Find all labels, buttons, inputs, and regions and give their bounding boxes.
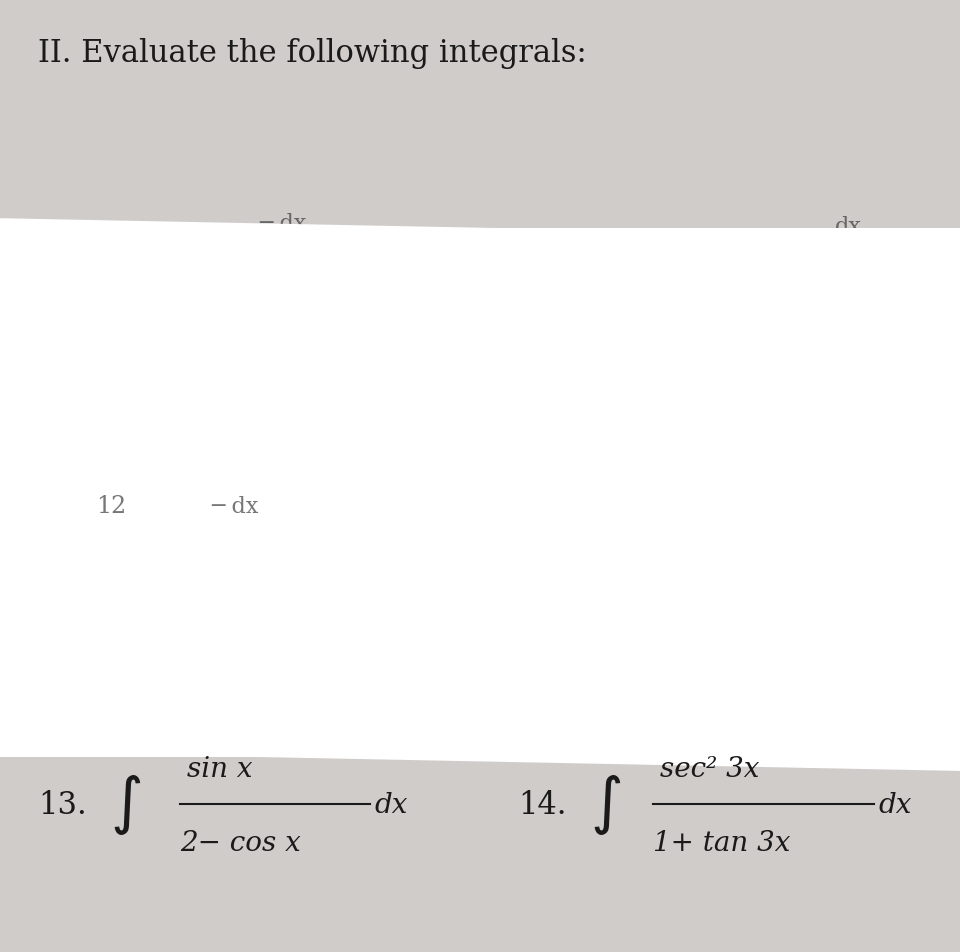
- Polygon shape: [0, 290, 960, 362]
- Text: ─ dx: ─ dx: [211, 495, 258, 518]
- Polygon shape: [0, 462, 960, 533]
- FancyBboxPatch shape: [0, 495, 960, 538]
- Polygon shape: [0, 347, 960, 419]
- Polygon shape: [0, 257, 960, 771]
- Text: dx: dx: [878, 791, 912, 818]
- Text: 14.: 14.: [518, 789, 567, 820]
- Polygon shape: [0, 633, 960, 704]
- FancyBboxPatch shape: [0, 228, 960, 290]
- FancyBboxPatch shape: [0, 717, 576, 757]
- Text: $_{-5}2x+7$: $_{-5}2x+7$: [96, 387, 194, 413]
- Text: dx: dx: [835, 215, 862, 238]
- Text: 2− cos x: 2− cos x: [180, 829, 301, 856]
- FancyBboxPatch shape: [0, 606, 960, 652]
- Polygon shape: [0, 267, 960, 466]
- Text: dx: dx: [374, 791, 408, 818]
- Polygon shape: [0, 405, 960, 476]
- Text: 12: 12: [96, 495, 127, 518]
- FancyBboxPatch shape: [0, 662, 768, 704]
- Polygon shape: [0, 543, 960, 743]
- Text: sec² 3x: sec² 3x: [660, 755, 760, 782]
- Polygon shape: [0, 576, 960, 647]
- FancyBboxPatch shape: [0, 371, 912, 424]
- Text: 7: 7: [38, 493, 55, 516]
- Polygon shape: [0, 233, 960, 305]
- Text: II. Evaluate the following integrals:: II. Evaluate the following integrals:: [38, 38, 588, 69]
- Polygon shape: [0, 371, 960, 571]
- Polygon shape: [0, 519, 960, 590]
- FancyBboxPatch shape: [0, 549, 960, 595]
- Text: sin x: sin x: [187, 755, 252, 782]
- Text: 1+ tan 3x: 1+ tan 3x: [653, 829, 790, 856]
- Text: 13.: 13.: [38, 789, 87, 820]
- Text: ─ dx: ─ dx: [259, 212, 306, 235]
- Text: $\int$: $\int$: [110, 772, 142, 837]
- Polygon shape: [0, 219, 960, 400]
- Polygon shape: [0, 457, 960, 657]
- Text: $\int$: $\int$: [590, 772, 622, 837]
- FancyBboxPatch shape: [0, 305, 691, 357]
- FancyBboxPatch shape: [0, 438, 960, 486]
